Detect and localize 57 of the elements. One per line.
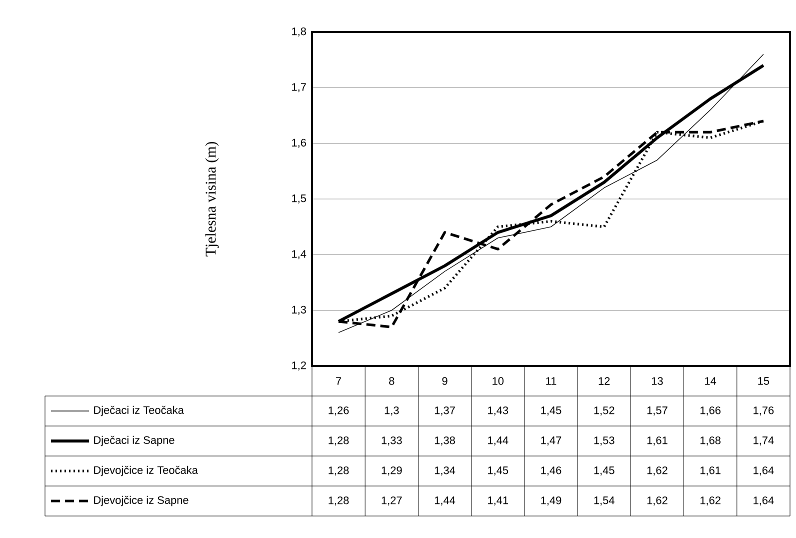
data-label: 1,28 <box>328 496 349 506</box>
data-label: 1,37 <box>434 406 455 416</box>
data-label: 1,38 <box>434 436 455 446</box>
x-tick-label: 14 <box>705 377 716 385</box>
data-label: 1,29 <box>382 466 402 476</box>
data-label: 1,43 <box>488 406 508 416</box>
x-tick-label: 10 <box>492 377 504 385</box>
legend-label: Dječaci iz Sapne <box>94 436 174 446</box>
data-label: 1,61 <box>647 436 668 446</box>
x-tick-label: 9 <box>442 377 448 385</box>
data-label: 1,44 <box>488 436 508 446</box>
x-tick-label: 7 <box>336 377 342 385</box>
data-label: 1,44 <box>434 496 456 506</box>
y-tick-label: 1,5 <box>292 194 306 204</box>
data-label: 1,57 <box>647 406 668 416</box>
data-label: 1,33 <box>382 436 402 446</box>
x-tick-label: 13 <box>652 377 663 385</box>
data-label: 1,61 <box>700 466 720 476</box>
x-tick-label: 11 <box>546 377 556 385</box>
y-tick-label: 1,8 <box>292 27 306 37</box>
data-label: 1,68 <box>700 436 721 446</box>
data-label: 1,62 <box>647 496 668 506</box>
legend-label: Djevojčice iz Teočaka <box>94 466 198 476</box>
data-label: 1,62 <box>700 496 720 506</box>
data-label: 1,45 <box>594 466 614 476</box>
y-tick-label: 1,2 <box>292 361 306 371</box>
data-label: 1,27 <box>382 496 402 506</box>
data-label: 1,52 <box>594 406 614 416</box>
legend-label: Djevojčice iz Sapne <box>94 496 188 506</box>
data-label: 1,54 <box>594 496 614 506</box>
data-label: 1,28 <box>328 436 349 446</box>
data-label: 1,3 <box>384 406 399 416</box>
data-label: 1,45 <box>541 406 562 416</box>
y-tick-label: 1,4 <box>292 250 306 260</box>
data-label: 1,47 <box>541 436 562 446</box>
data-label: 1,41 <box>488 496 508 506</box>
data-label: 1,53 <box>594 436 614 446</box>
data-label: 1,66 <box>700 406 721 416</box>
data-label: 1,62 <box>647 466 668 476</box>
x-tick-label: 8 <box>389 377 394 385</box>
y-axis-title: Tjelesna visina (m) <box>205 142 219 256</box>
y-tick-label: 1,6 <box>292 138 306 148</box>
x-tick-label: 12 <box>598 377 610 385</box>
data-label: 1,28 <box>328 466 349 476</box>
data-label: 1,34 <box>434 466 456 476</box>
data-label: 1,74 <box>754 436 774 446</box>
y-tick-label: 1,7 <box>292 83 306 92</box>
data-label: 1,76 <box>754 406 774 416</box>
x-tick-label: 15 <box>758 377 770 385</box>
data-label: 1,46 <box>541 466 562 476</box>
data-label: 1,64 <box>754 466 774 476</box>
data-label: 1,45 <box>488 466 508 476</box>
data-label: 1,49 <box>541 496 562 506</box>
legend-label: Dječaci iz Teočaka <box>94 406 184 416</box>
data-label: 1,26 <box>328 406 349 416</box>
data-label: 1,64 <box>754 496 774 506</box>
y-tick-label: 1,3 <box>292 306 306 315</box>
